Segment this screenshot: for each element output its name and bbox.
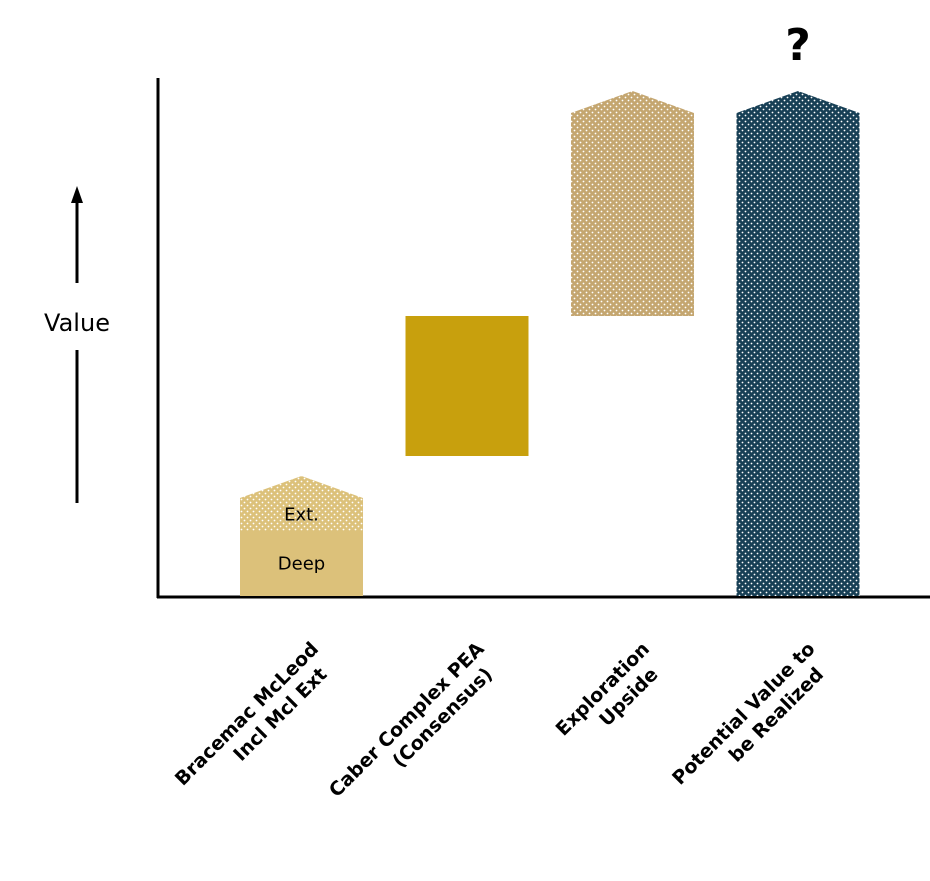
bars-group: Deep Ext. [240, 91, 860, 596]
y-axis-label: Value [44, 309, 110, 337]
question-annotation: ? [785, 20, 811, 71]
category-label-line: Potential Value to [668, 638, 819, 789]
bar-segment [240, 476, 363, 531]
bar-segment [736, 91, 860, 596]
category-label: Caber Complex PEA(Consensus) [325, 638, 497, 802]
y-axis-label-group: Value [44, 186, 110, 503]
segment-label: Ext. [284, 505, 319, 526]
bar-segment [405, 316, 529, 456]
segment-label: Deep [278, 554, 325, 575]
y-arrow-head [71, 186, 83, 203]
category-label-line: Bracemac McLeod [171, 638, 323, 790]
category-label-line: Caber Complex PEA [325, 638, 489, 802]
bar-segment [571, 91, 694, 316]
bar-segment [240, 531, 363, 596]
